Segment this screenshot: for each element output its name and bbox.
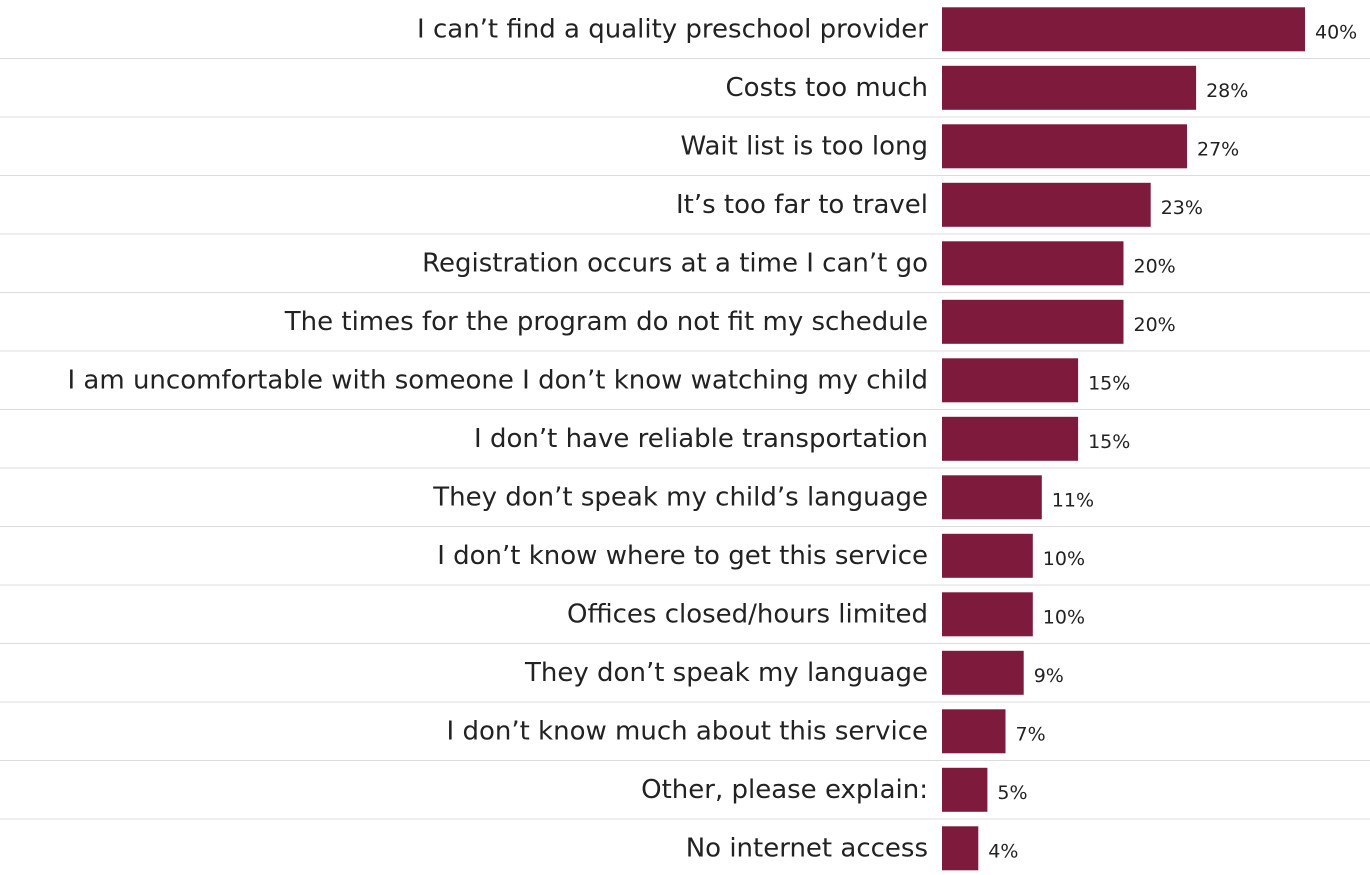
bar (942, 300, 1124, 344)
bar (942, 709, 1006, 753)
category-label: I don’t have reliable transportation (474, 424, 928, 454)
value-label: 20% (1134, 255, 1176, 277)
value-label: 20% (1134, 314, 1176, 336)
value-label: 11% (1052, 489, 1094, 511)
value-label: 7% (1016, 723, 1046, 745)
bar (942, 358, 1078, 402)
category-label: Costs too much (726, 73, 928, 103)
bar (942, 826, 978, 870)
bar (942, 66, 1196, 110)
category-label: Wait list is too long (680, 131, 928, 161)
value-label: 28% (1206, 80, 1248, 102)
bar (942, 7, 1305, 51)
value-label: 23% (1161, 197, 1203, 219)
value-label: 15% (1088, 372, 1130, 394)
value-label: 10% (1043, 548, 1085, 570)
category-label: It’s too far to travel (676, 190, 928, 220)
value-label: 15% (1088, 431, 1130, 453)
category-label: I am uncomfortable with someone I don’t … (67, 365, 928, 395)
category-label: The times for the program do not fit my … (284, 307, 928, 337)
bar (942, 592, 1033, 636)
category-label: Registration occurs at a time I can’t go (422, 248, 928, 278)
category-label: Offices closed/hours limited (567, 599, 928, 629)
category-label: I don’t know where to get this service (437, 541, 928, 571)
value-label: 40% (1315, 21, 1357, 43)
bar (942, 768, 987, 812)
category-label: No internet access (686, 833, 928, 863)
category-label: I can’t find a quality preschool provide… (417, 14, 928, 44)
bar (942, 241, 1124, 285)
bar (942, 124, 1187, 168)
bar (942, 417, 1078, 461)
bar (942, 651, 1024, 695)
category-label: They don’t speak my child’s language (432, 482, 928, 512)
category-label: Other, please explain: (641, 775, 928, 805)
bar (942, 183, 1151, 227)
value-label: 4% (988, 840, 1018, 862)
value-label: 5% (997, 782, 1027, 804)
value-label: 10% (1043, 606, 1085, 628)
value-label: 9% (1034, 665, 1064, 687)
bar (942, 534, 1033, 578)
category-label: They don’t speak my language (524, 658, 928, 688)
category-label: I don’t know much about this service (447, 716, 928, 746)
value-label: 27% (1197, 138, 1239, 160)
bar (942, 475, 1042, 519)
